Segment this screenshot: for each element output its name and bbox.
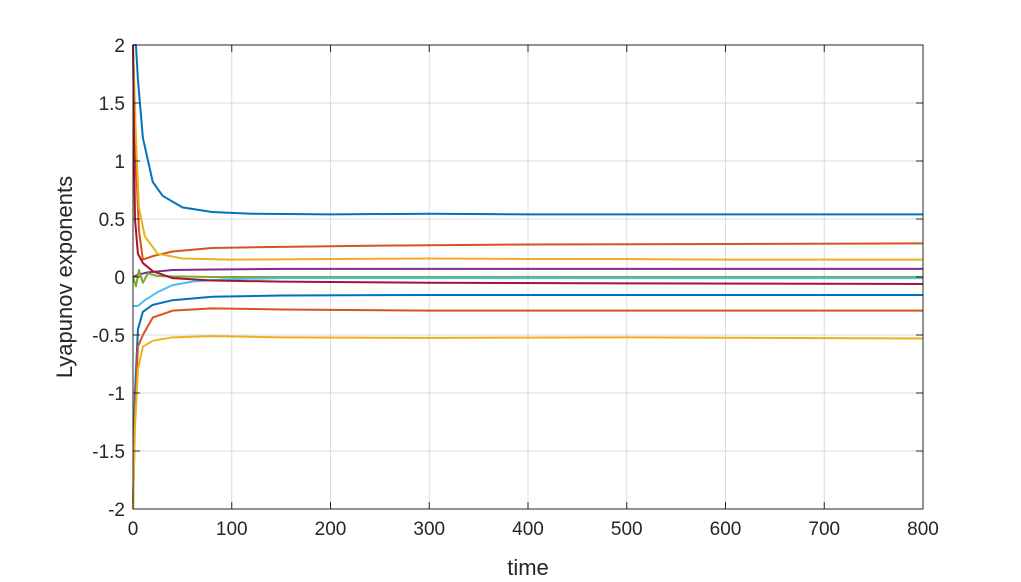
series-line-10 (132, 335, 924, 510)
series-line-1 (133, 44, 923, 216)
y-tick-label: -1.5 (92, 442, 125, 463)
series-line-3 (132, 44, 923, 261)
y-axis-title: Lyapunov exponents (52, 176, 77, 378)
y-tick-label: 0.5 (99, 210, 125, 231)
series-line-6 (133, 277, 923, 307)
x-tick-label: 800 (907, 519, 939, 540)
x-tick-label: 200 (315, 519, 347, 540)
x-tick-label: 500 (611, 519, 643, 540)
series-line-5 (132, 269, 923, 288)
y-tick-label: -0.5 (92, 326, 125, 347)
x-tick-label: 700 (808, 519, 840, 540)
x-tick-label: 0 (128, 519, 139, 540)
y-tick-label: 2 (114, 36, 125, 57)
series-line-4 (132, 267, 923, 278)
x-axis-title: time (507, 555, 549, 580)
y-tick-label: -1 (108, 384, 125, 405)
tick-marks (132, 44, 924, 510)
x-tick-label: 400 (512, 519, 544, 540)
y-tick-label: 0 (114, 268, 125, 289)
y-tick-labels: -2 -1.5 -1 -0.5 0 0.5 1 1.5 2 (92, 36, 125, 521)
x-tick-label: 600 (710, 519, 742, 540)
y-tick-label: 1 (114, 152, 125, 173)
series-line-7 (132, 44, 924, 285)
series-layer (132, 44, 924, 510)
y-tick-label: -2 (108, 500, 125, 521)
y-tick-label: 1.5 (99, 94, 125, 115)
x-tick-label: 300 (413, 519, 445, 540)
x-tick-labels: 0 100 200 300 400 500 600 700 800 (128, 519, 939, 540)
x-tick-label: 100 (216, 519, 248, 540)
